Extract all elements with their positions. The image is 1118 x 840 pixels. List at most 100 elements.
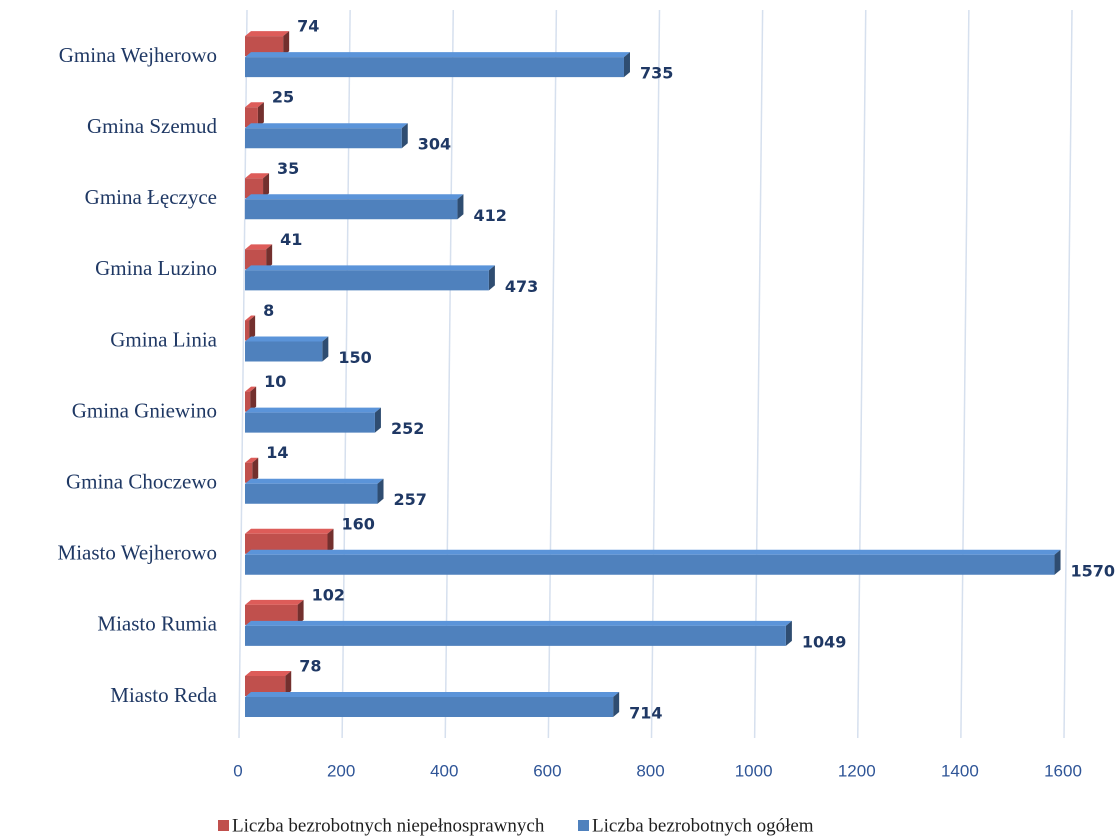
x-tick-label: 1600: [1044, 761, 1082, 780]
value-label: 78: [299, 657, 321, 676]
bar-front: [245, 199, 458, 220]
bar-side: [374, 407, 381, 433]
y-tick-label: Gmina Szemud: [87, 114, 218, 138]
bar-top: [245, 528, 334, 534]
grid-line: [857, 9, 867, 739]
x-tick-label: 1400: [941, 761, 979, 780]
value-label: 35: [277, 159, 299, 178]
bar: [245, 386, 257, 412]
x-tick-label: 0: [233, 761, 242, 780]
bar-top: [245, 123, 408, 129]
bar-side: [488, 265, 495, 291]
bar-side: [322, 336, 329, 362]
x-tick-label: 200: [327, 761, 355, 780]
legend-swatch: [578, 820, 589, 831]
bar-side: [250, 386, 257, 412]
bar: [245, 478, 384, 504]
value-label: 473: [505, 277, 538, 296]
bar-front: [245, 249, 267, 270]
bar-side: [249, 315, 256, 341]
x-tick-label: 1200: [838, 761, 876, 780]
value-label: 74: [297, 17, 319, 36]
bar-top: [245, 336, 329, 342]
legend-label: Liczba bezrobotnych ogółem: [592, 815, 814, 836]
legend-label: Liczba bezrobotnych niepełnosprawnych: [232, 815, 545, 836]
bar-front: [245, 391, 251, 412]
value-label: 8: [263, 301, 274, 320]
grid-line: [650, 9, 661, 739]
x-tick-label: 600: [533, 761, 561, 780]
bar-front: [245, 178, 264, 199]
bar: [245, 671, 292, 696]
value-label: 25: [272, 88, 294, 107]
grid-line: [1063, 9, 1073, 739]
bar: [245, 620, 792, 646]
bar-front: [245, 341, 323, 362]
bar: [245, 692, 620, 717]
bar: [245, 315, 256, 341]
y-tick-label: Gmina Linia: [110, 327, 217, 351]
y-tick-label: Miasto Reda: [110, 683, 217, 707]
y-tick-label: Miasto Rumia: [97, 612, 217, 636]
bar-top: [245, 407, 381, 413]
bar-top: [245, 52, 630, 58]
value-label: 1049: [802, 632, 847, 651]
y-tick-label: Miasto Wejherowo: [58, 541, 217, 565]
bar-side: [263, 173, 270, 199]
y-tick-label: Gmina Łęczyce: [85, 185, 217, 209]
value-label: 14: [266, 443, 288, 462]
bar: [245, 102, 264, 128]
y-tick-label: Gmina Wejherowo: [59, 43, 217, 67]
value-label: 150: [338, 348, 371, 367]
bar-top: [245, 457, 259, 463]
bar-front: [245, 625, 786, 646]
bar-front: [245, 483, 378, 504]
bar-top: [245, 102, 264, 108]
bar: [245, 244, 273, 270]
bar-side: [266, 244, 273, 270]
bar: [245, 549, 1061, 575]
bar-top: [245, 244, 273, 250]
bar-front: [245, 462, 253, 483]
bar-top: [245, 386, 257, 392]
y-tick-label: Gmina Gniewino: [72, 398, 217, 422]
value-label: 257: [394, 490, 427, 509]
value-label: 102: [312, 585, 345, 604]
bar-front: [245, 107, 258, 128]
legend-swatch: [218, 820, 229, 831]
bar-top: [245, 671, 292, 676]
bar-front: [245, 533, 328, 554]
bar-front: [245, 57, 624, 78]
bar-side: [785, 620, 792, 646]
bar: [245, 528, 334, 554]
value-label: 714: [629, 704, 662, 723]
y-tick-label: Gmina Choczewo: [66, 470, 217, 494]
bar: [245, 336, 329, 362]
bar-front: [245, 128, 402, 149]
grid-line: [444, 9, 454, 739]
bar: [245, 194, 464, 220]
x-tick-label: 400: [430, 761, 458, 780]
bar: [245, 457, 259, 483]
bar: [245, 123, 408, 149]
bar-front: [245, 270, 489, 291]
bar-front: [245, 676, 286, 696]
bar-top: [245, 315, 256, 321]
bar-side: [257, 102, 264, 128]
bar-side: [252, 457, 259, 483]
bar-top: [245, 173, 270, 179]
bar-front: [245, 604, 298, 625]
value-label: 412: [473, 206, 506, 225]
bar-side: [457, 194, 464, 220]
value-label: 252: [391, 419, 424, 438]
bar-top: [245, 692, 620, 697]
bar-front: [245, 36, 284, 57]
value-label: 41: [280, 230, 302, 249]
value-label: 735: [640, 64, 673, 83]
bar: [245, 31, 290, 57]
bar-top: [245, 194, 464, 200]
value-label: 304: [418, 135, 451, 154]
bar-top: [245, 549, 1061, 555]
grid-line: [547, 9, 558, 739]
